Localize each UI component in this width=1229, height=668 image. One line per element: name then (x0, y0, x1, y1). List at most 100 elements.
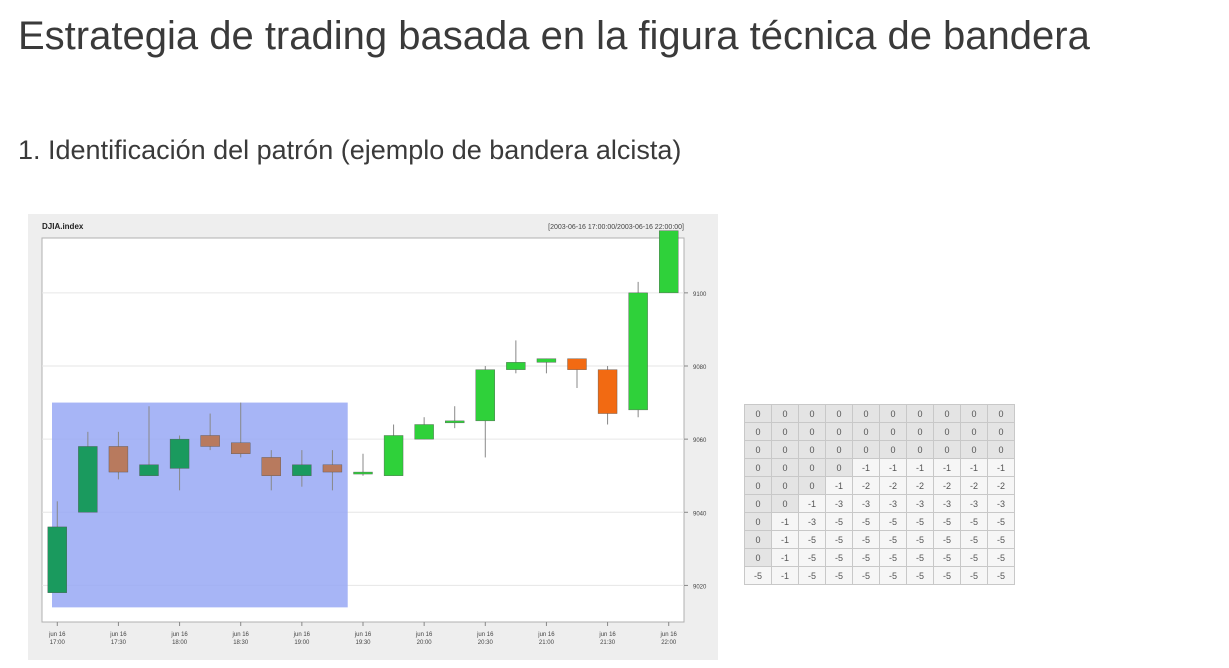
matrix-cell: -1 (960, 458, 988, 477)
x-tick-label-time: 22:00 (661, 640, 677, 646)
matrix-cell: -1 (987, 458, 1015, 477)
matrix-cell: -2 (960, 476, 988, 495)
candle-up (506, 362, 526, 370)
matrix-cell: -5 (825, 566, 853, 585)
matrix-row: 0 -1 -3 -5 -5 -5 -5 -5 -5 -5 (744, 512, 1015, 531)
matrix-cell: -5 (825, 530, 853, 549)
matrix-cell: 0 (879, 440, 907, 459)
candle-up (414, 424, 434, 440)
candle-up (659, 230, 679, 294)
candle-up (383, 435, 404, 476)
matrix-cell: 0 (933, 404, 961, 423)
matrix-cell: -1 (906, 458, 934, 477)
candle-up (292, 464, 312, 476)
matrix-cell: 0 (825, 440, 853, 459)
y-tick-label: 9060 (693, 438, 707, 444)
x-tick-label-time: 18:00 (172, 640, 188, 646)
matrix-cell: 0 (879, 422, 907, 441)
candle-up (445, 420, 465, 424)
matrix-cell: 0 (825, 458, 853, 477)
matrix-cell: -3 (798, 512, 826, 531)
matrix-cell: 0 (771, 494, 799, 513)
y-tick-label: 9100 (693, 292, 707, 298)
matrix-cell: -1 (879, 458, 907, 477)
matrix-cell: 0 (798, 440, 826, 459)
matrix-cell: 0 (933, 440, 961, 459)
matrix-cell: -5 (933, 530, 961, 549)
matrix-cell: 0 (744, 422, 772, 441)
matrix-cell: -1 (771, 566, 799, 585)
x-tick-label-time: 18:30 (233, 640, 249, 646)
matrix-cell: 0 (744, 440, 772, 459)
matrix-cell: -5 (906, 566, 934, 585)
matrix-cell: -2 (879, 476, 907, 495)
matrix-cell: 0 (987, 404, 1015, 423)
matrix-cell: 0 (987, 422, 1015, 441)
signal-matrix: 0 0 0 0 0 0 0 0 0 0 0 0 0 0 0 0 0 0 0 0 0 0 0 0 0 0 0 0 0 0 0 0 0 0 -1 -1 -1… (744, 404, 1015, 585)
matrix-cell: 0 (771, 458, 799, 477)
matrix-cell: 0 (906, 404, 934, 423)
candle-down (200, 435, 220, 447)
x-tick-label-date: jun 16 (415, 632, 433, 638)
candle-up (536, 358, 557, 363)
x-tick-label-date: jun 16 (537, 632, 555, 638)
matrix-cell: -2 (852, 476, 880, 495)
matrix-cell: 0 (906, 440, 934, 459)
matrix-cell: 0 (771, 422, 799, 441)
matrix-cell: -2 (906, 476, 934, 495)
matrix-cell: -5 (852, 530, 880, 549)
matrix-cell: -5 (933, 512, 961, 531)
x-tick-label-date: jun 16 (48, 632, 66, 638)
matrix-row: 0 0 0 -1 -2 -2 -2 -2 -2 -2 (744, 476, 1015, 495)
matrix-cell: -5 (960, 512, 988, 531)
matrix-cell: -5 (987, 530, 1015, 549)
candle-down (567, 358, 587, 370)
matrix-cell: -5 (960, 566, 988, 585)
matrix-cell: 0 (744, 530, 772, 549)
matrix-cell: 0 (933, 422, 961, 441)
slide-title: Estrategia de trading basada en la figur… (18, 14, 1090, 58)
candle-up (169, 438, 190, 469)
matrix-cell: -5 (825, 548, 853, 567)
matrix-cell: 0 (960, 422, 988, 441)
matrix-cell: 0 (744, 476, 772, 495)
candle-down (261, 457, 281, 476)
flag-pattern-highlight (52, 402, 348, 608)
x-tick-label-time: 17:30 (111, 640, 127, 646)
x-tick-label-date: jun 16 (109, 632, 127, 638)
matrix-row: 0 0 0 0 -1 -1 -1 -1 -1 -1 (744, 458, 1015, 477)
matrix-cell: -5 (852, 548, 880, 567)
matrix-cell: -3 (933, 494, 961, 513)
matrix-cell: -5 (798, 530, 826, 549)
matrix-cell: -1 (771, 530, 799, 549)
matrix-cell: -5 (879, 530, 907, 549)
matrix-cell: 0 (798, 458, 826, 477)
matrix-cell: -1 (825, 476, 853, 495)
matrix-cell: -1 (771, 548, 799, 567)
matrix-cell: -5 (798, 548, 826, 567)
matrix-cell: 0 (744, 512, 772, 531)
candle-up (475, 369, 495, 422)
candle-up (139, 464, 159, 476)
x-tick-label-time: 21:30 (600, 640, 616, 646)
y-tick-label: 9040 (693, 511, 707, 517)
x-tick-label-time: 19:30 (355, 640, 371, 646)
matrix-cell: 0 (960, 440, 988, 459)
matrix-cell: -5 (960, 548, 988, 567)
x-tick-label-time: 19:00 (294, 640, 310, 646)
candlestick-chart: DJIA.index [2003-06-16 17:00:00/2003-06-… (28, 214, 718, 660)
candle-down (108, 446, 129, 473)
chart-range-label: [2003-06-16 17:00:00/2003-06-16 22:00:00… (548, 224, 684, 231)
matrix-row: -5 -1 -5 -5 -5 -5 -5 -5 -5 -5 (744, 566, 1015, 585)
x-tick-label-date: jun 16 (660, 632, 678, 638)
x-tick-label-date: jun 16 (354, 632, 372, 638)
matrix-cell: -5 (933, 548, 961, 567)
matrix-cell: -1 (798, 494, 826, 513)
matrix-cell: -2 (987, 476, 1015, 495)
matrix-cell: -3 (879, 494, 907, 513)
matrix-cell: -5 (987, 566, 1015, 585)
x-tick-label-time: 21:00 (539, 640, 555, 646)
matrix-cell: -3 (852, 494, 880, 513)
